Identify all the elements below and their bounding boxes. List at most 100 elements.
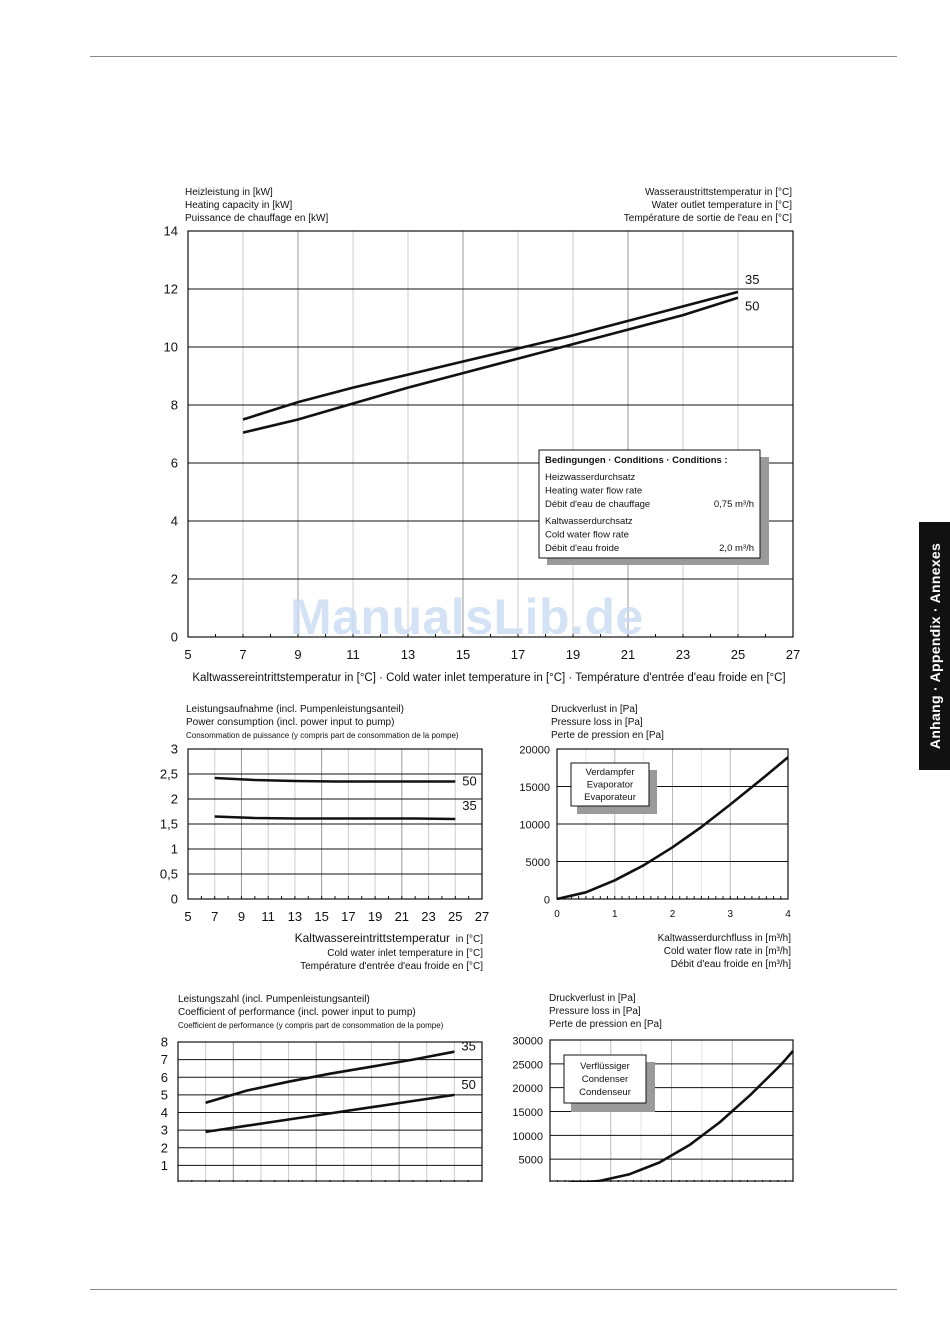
heating-right-label-line: Water outlet temperature in [°C] [652, 200, 793, 211]
series-line-50 [214, 776, 456, 783]
y-tick-label: 4 [161, 1105, 168, 1120]
plot-frame [187, 748, 483, 900]
series-line-35 [214, 815, 456, 821]
conditions-line: Kaltwasserdurchsatz [545, 516, 633, 527]
cop-ylabel-line: Coefficient de performance (y compris pa… [178, 1021, 444, 1030]
y-tick-label: 3 [171, 742, 178, 757]
x-tick-label: 21 [395, 909, 409, 924]
evaporator-xlabel-line: Débit d'eau froide en [m³/h] [671, 959, 792, 970]
power-xlabel-line: Température d'entrée d'eau froide en [°C… [300, 961, 483, 972]
x-tick-label: 3 [727, 909, 733, 920]
y-tick-label: 30000 [512, 1036, 543, 1048]
heating-right-label-line: Température de sortie de l'eau en [°C] [624, 213, 792, 224]
y-tick-label: 12 [164, 282, 178, 297]
x-tick-label: 19 [368, 909, 382, 924]
bottom-rule [90, 1289, 897, 1290]
evaporator-box [570, 762, 650, 807]
x-tick-label: 11 [261, 909, 275, 924]
x-tick-label: 23 [421, 909, 435, 924]
y-tick-label: 4 [171, 514, 178, 529]
series-line-35 [205, 1050, 455, 1105]
x-tick-label: 17 [511, 647, 525, 662]
heating-right-label-line: Wasseraustrittstemperatur in [°C] [645, 187, 792, 198]
x-tick-label: 15 [314, 909, 328, 924]
series-line-50 [205, 1093, 455, 1134]
x-tick-label: 17 [341, 909, 355, 924]
series-label: 50 [462, 774, 476, 789]
cop-ylabel-line: Coefficient of performance (incl. power … [178, 1007, 416, 1018]
heating-ylabel-line: Heating capacity in [kW] [185, 200, 292, 211]
y-tick-label: 8 [171, 398, 178, 413]
conditions-box [538, 449, 761, 559]
y-tick-label: 15000 [512, 1107, 543, 1119]
power-ylabel-line: Leistungsaufnahme (incl. Pumpenleistungs… [186, 704, 404, 715]
x-tick-label: 13 [288, 909, 302, 924]
y-tick-label: 20000 [512, 1083, 543, 1095]
x-tick-label: 5 [184, 909, 191, 924]
series-label: 50 [461, 1077, 475, 1092]
y-tick-label: 6 [171, 456, 178, 471]
conditions-value: 2,0 m³/h [719, 543, 754, 554]
evaporator-ylabel-line: Pressure loss in [Pa] [551, 717, 643, 728]
series-label: 50 [745, 299, 759, 314]
power-xlabel-line: Kaltwassereintrittstemperatur [295, 931, 450, 945]
x-tick-label: 15 [456, 647, 470, 662]
page-cut-mask [150, 1182, 850, 1222]
conditions-title: Bedingungen · Conditions · Conditions : [545, 455, 728, 466]
x-tick-label: 11 [346, 647, 360, 662]
condenser-box [563, 1054, 647, 1104]
x-tick-label: 7 [239, 647, 246, 662]
y-tick-label: 1,5 [160, 817, 178, 832]
evaporator-xlabel-line: Kaltwasserdurchfluss in [m³/h] [658, 933, 792, 944]
conditions-line: Heating water flow rate [545, 486, 642, 497]
condenser-ylabel-line: Pressure loss in [Pa] [549, 1006, 641, 1017]
conditions-line: Débit d'eau froide [545, 543, 619, 554]
x-tick-label: 9 [238, 909, 245, 924]
cop-ylabel-line: Leistungszahl (incl. Pumpenleistungsante… [178, 994, 370, 1005]
x-tick-label: 21 [621, 647, 635, 662]
plot-frame [177, 1041, 483, 1182]
evaporator-box-line: Evaporator [587, 780, 633, 791]
condenser-box-line: Verflüssiger [580, 1061, 630, 1072]
y-tick-label: 8 [161, 1035, 168, 1050]
conditions-line: Heizwasserdurchsatz [545, 472, 636, 483]
heating-xlabel: Kaltwassereintrittstemperatur in [°C] · … [192, 672, 785, 684]
appendix-side-tab: Anhang · Appendix · Annexes [919, 522, 950, 770]
evaporator-xlabel-line: Cold water flow rate in [m³/h] [664, 946, 791, 957]
top-rule [90, 56, 897, 57]
evaporator-ylabel-line: Druckverlust in [Pa] [551, 704, 638, 715]
condenser-ylabel-line: Druckverlust in [Pa] [549, 993, 636, 1004]
x-tick-label: 7 [211, 909, 218, 924]
plot-frame [549, 1039, 794, 1182]
plot-frame [187, 230, 794, 638]
y-tick-label: 0 [171, 892, 178, 907]
x-tick-label: 4 [785, 909, 791, 920]
y-tick-label: 5000 [526, 857, 550, 869]
power-ylabel-line: Power consumption (incl. power input to … [186, 717, 394, 728]
x-tick-label: 1 [612, 909, 618, 920]
x-tick-label: 27 [786, 647, 800, 662]
y-tick-label: 0 [171, 630, 178, 645]
x-tick-label: 0 [554, 909, 560, 920]
series-line-curve [568, 1050, 794, 1185]
y-tick-label: 2 [161, 1140, 168, 1155]
power-xlabel-line: Cold water inlet temperature in [°C] [327, 948, 483, 959]
x-tick-label: 13 [401, 647, 415, 662]
conditions-line: Débit d'eau de chauffage [545, 499, 650, 510]
series-line-curve [556, 756, 789, 901]
y-tick-label: 2 [171, 572, 178, 587]
power-xlabel-line: in [°C] [456, 934, 484, 945]
conditions-line: Cold water flow rate [545, 530, 629, 541]
series-line-50 [242, 296, 739, 434]
x-tick-label: 2 [670, 909, 676, 920]
y-tick-label: 0 [544, 895, 550, 907]
y-tick-label: 7 [161, 1052, 168, 1067]
evaporator-box-line: Verdampfer [585, 767, 634, 778]
watermark-text: ManualsLib.de [290, 589, 644, 645]
x-tick-label: 19 [566, 647, 580, 662]
plot-frame [556, 748, 789, 900]
x-tick-label: 25 [448, 909, 462, 924]
y-tick-label: 25000 [512, 1059, 543, 1071]
y-tick-label: 10 [164, 340, 178, 355]
